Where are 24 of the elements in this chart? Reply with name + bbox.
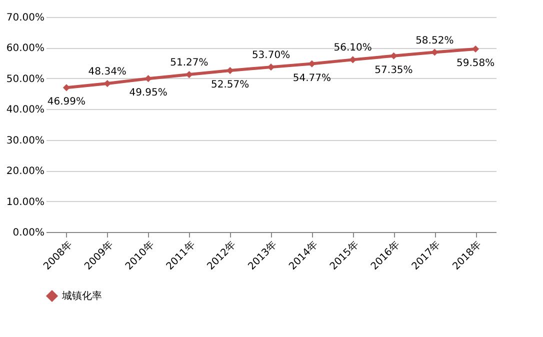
data-label: 57.35% [374,64,413,76]
y-tick-label: 0.00% [12,228,44,238]
data-label: 54.77% [292,72,331,84]
point [144,75,152,82]
y-tick-label: 70.00% [6,12,44,24]
data-label: 59.58% [456,58,495,70]
y-tick-label: 50.00% [6,74,44,85]
data-label: 52.57% [211,80,250,91]
data-label: 51.27% [170,58,208,69]
point [186,70,193,78]
y-tick-label: 40.00% [6,104,44,116]
data-label: 46.99% [47,96,86,108]
point [472,45,480,53]
data-label: 53.70% [252,50,290,62]
y-tick-label: 10.00% [6,196,44,208]
data-label: 49.95% [129,88,168,99]
data-label: 48.34% [88,66,126,78]
data-label: 58.52% [416,35,454,46]
y-tick-label: 30.00% [6,135,44,146]
y-tick-label: 60.00% [6,43,44,54]
y-tick-label: 20.00% [6,166,44,178]
legend-label: 城镇化率 [61,290,102,302]
data-label: 56.10% [334,42,372,54]
point [62,84,70,92]
